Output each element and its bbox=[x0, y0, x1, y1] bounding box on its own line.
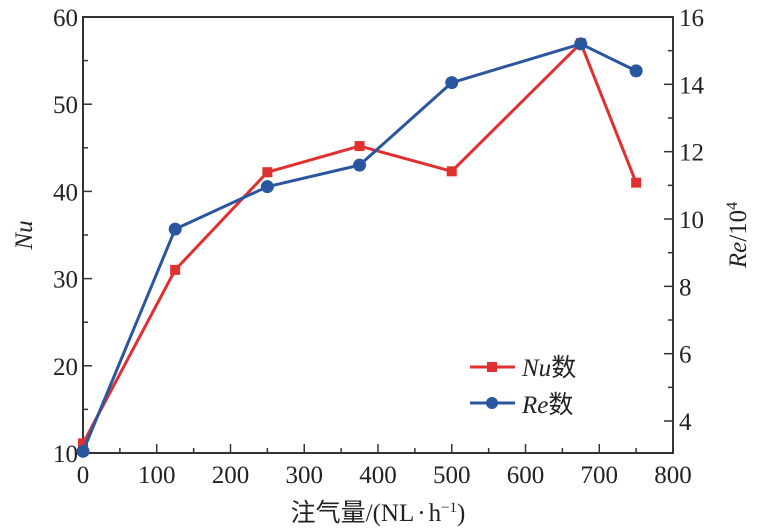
y-axis-left-title: Nu bbox=[11, 220, 38, 250]
series-re bbox=[76, 37, 643, 458]
legend-nu-label: Nu数 bbox=[521, 354, 576, 382]
y-axis-right-title-rest: /10 bbox=[725, 210, 752, 242]
series-nu-point bbox=[446, 166, 457, 177]
y-right-tick-label: 4 bbox=[679, 409, 692, 436]
legend-nu-marker bbox=[487, 362, 497, 372]
series-layer bbox=[76, 37, 643, 458]
x-axis-title-unit: h bbox=[429, 500, 442, 527]
y-right-tick-label: 8 bbox=[679, 274, 692, 301]
y-axis-right-title-sup: 4 bbox=[724, 202, 741, 210]
x-tick-label: 800 bbox=[654, 462, 692, 489]
series-re-point bbox=[168, 222, 182, 236]
y-right-tick-label: 16 bbox=[679, 5, 704, 32]
legend: Nu数 Re数 bbox=[470, 354, 576, 419]
axes: 0 100 200 300 400 500 600 700 800 10 20 30 40 50 60 4 6 8… bbox=[53, 5, 705, 489]
x-axis-title-close: ) bbox=[457, 500, 465, 527]
series-re-point bbox=[574, 37, 588, 51]
x-tick-label: 600 bbox=[507, 462, 545, 489]
x-tick-label: 100 bbox=[138, 462, 176, 489]
series-nu bbox=[78, 38, 642, 449]
y-left-tick-label: 60 bbox=[53, 5, 78, 32]
series-nu-point bbox=[170, 264, 181, 275]
series-re-point bbox=[629, 64, 643, 78]
legend-re-label: Re数 bbox=[521, 391, 573, 419]
x-tick-label: 300 bbox=[286, 462, 324, 489]
y-left-tick-label: 30 bbox=[53, 267, 78, 294]
series-re-point bbox=[445, 76, 459, 90]
series-nu-point bbox=[78, 438, 88, 449]
x-tick-label: 200 bbox=[212, 462, 250, 489]
x-tick-label: 400 bbox=[359, 462, 397, 489]
series-re-point bbox=[260, 180, 274, 194]
legend-re-suffix: 数 bbox=[548, 391, 573, 419]
y-axis-right-title: Re/104 bbox=[724, 202, 752, 269]
y-right-tick-label: 12 bbox=[679, 140, 704, 167]
legend-re-var: Re bbox=[521, 392, 548, 419]
legend-nu-suffix: 数 bbox=[551, 354, 576, 382]
y-right-tick-label: 14 bbox=[679, 72, 705, 99]
legend-re-marker bbox=[486, 397, 498, 409]
y-left-tick-label: 20 bbox=[53, 354, 78, 381]
series-nu-point bbox=[262, 167, 273, 178]
x-tick-label: 700 bbox=[581, 462, 619, 489]
y-left-tick-label: 40 bbox=[53, 179, 78, 206]
series-re-point bbox=[353, 158, 367, 172]
x-axis-title-main: 注气量/(NL bbox=[291, 499, 415, 527]
series-re-line bbox=[81, 42, 637, 452]
y-right-tick-label: 10 bbox=[679, 207, 704, 234]
x-axis-title-sup: −1 bbox=[441, 500, 457, 516]
x-tick-label: 0 bbox=[77, 462, 90, 489]
series-re-point bbox=[76, 444, 90, 458]
series-nu-point bbox=[354, 141, 365, 152]
y-left-tick-label: 50 bbox=[53, 92, 78, 119]
x-tick-label: 500 bbox=[433, 462, 471, 489]
x-axis-title: 注气量/(NL · h−1) bbox=[291, 499, 466, 527]
legend-nu-var: Nu bbox=[521, 355, 551, 382]
series-nu-point bbox=[631, 177, 642, 188]
y-axis-right-title-var: Re bbox=[725, 242, 752, 269]
x-axis-title-dot: · bbox=[417, 500, 425, 527]
series-nu-line bbox=[81, 41, 638, 445]
y-left-tick-label: 10 bbox=[53, 441, 78, 468]
y-right-tick-label: 6 bbox=[679, 342, 692, 369]
